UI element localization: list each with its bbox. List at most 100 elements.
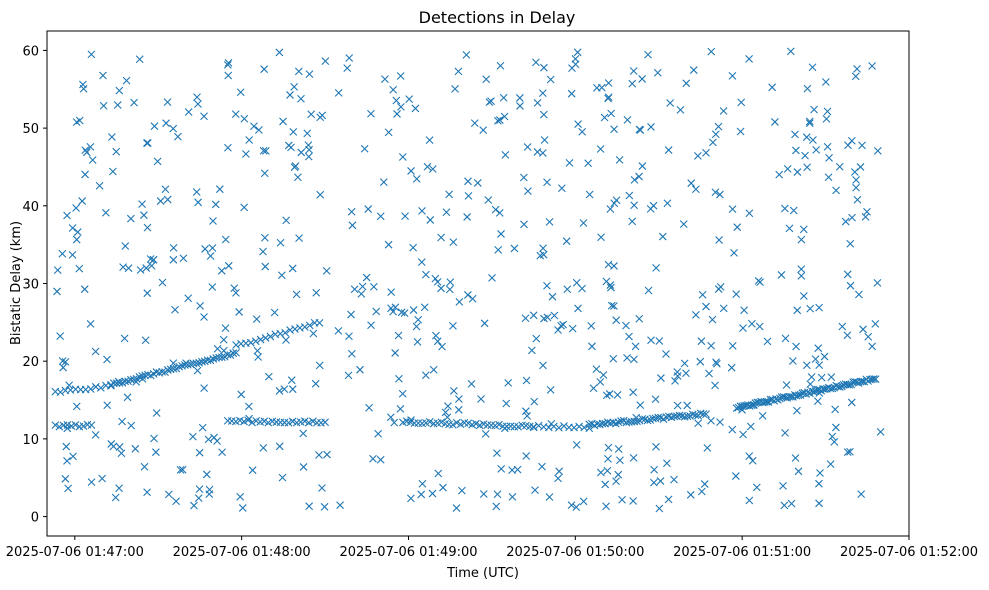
data-point	[775, 170, 784, 179]
data-point	[193, 366, 202, 375]
data-point	[502, 399, 511, 408]
data-point	[614, 445, 623, 453]
data-point	[487, 97, 495, 106]
data-point	[309, 329, 318, 338]
data-point	[604, 93, 613, 102]
data-point	[823, 107, 832, 116]
data-point	[540, 63, 548, 72]
data-point	[300, 323, 309, 331]
data-point	[538, 89, 547, 97]
data-point	[123, 393, 132, 402]
data-point	[175, 362, 184, 371]
data-point	[78, 197, 87, 205]
data-point	[356, 365, 364, 374]
data-point	[864, 332, 873, 341]
data-point	[832, 186, 840, 195]
data-point	[248, 466, 257, 475]
data-point	[381, 75, 389, 84]
data-point	[426, 216, 435, 224]
data-point	[99, 101, 108, 110]
data-point	[276, 329, 285, 338]
data-point	[62, 442, 71, 451]
data-point	[391, 303, 400, 312]
data-point	[845, 380, 854, 389]
data-point	[418, 206, 426, 215]
data-point	[707, 416, 715, 425]
y-axis: 0 10 20 30 40 50 60	[22, 44, 47, 526]
data-point	[143, 139, 152, 147]
data-point	[161, 185, 170, 194]
data-point	[193, 93, 201, 102]
data-point	[259, 247, 267, 256]
data-point	[58, 357, 67, 365]
data-point	[615, 155, 624, 164]
data-point	[803, 163, 812, 172]
data-point	[806, 380, 815, 389]
data-point	[259, 443, 268, 452]
x-tick-label: 2025-07-06 01:47:00	[6, 545, 144, 560]
data-point	[184, 294, 193, 303]
data-point	[260, 169, 269, 178]
data-point	[75, 264, 84, 273]
data-point	[150, 434, 158, 443]
data-point	[260, 65, 269, 74]
data-point	[398, 389, 407, 398]
data-point	[407, 494, 415, 503]
data-point	[299, 463, 308, 471]
data-point	[705, 369, 713, 378]
data-point	[799, 225, 808, 234]
data-point	[261, 262, 270, 271]
data-point	[316, 113, 325, 122]
data-point	[806, 304, 815, 313]
y-tick-label: 20	[22, 355, 39, 370]
data-point	[420, 303, 429, 312]
data-point	[347, 349, 356, 358]
data-point	[828, 384, 837, 393]
data-point	[126, 214, 135, 223]
data-point	[200, 112, 208, 121]
data-point	[454, 67, 463, 76]
data-point	[240, 203, 249, 212]
data-point	[606, 205, 615, 213]
data-point	[711, 188, 720, 197]
data-point	[194, 198, 203, 207]
data-point	[369, 282, 378, 291]
data-point	[236, 492, 245, 501]
data-point	[248, 418, 256, 427]
data-point	[572, 440, 581, 449]
data-point	[169, 364, 178, 373]
data-point	[664, 146, 673, 154]
data-point	[493, 490, 502, 499]
data-point	[143, 488, 151, 497]
data-point	[266, 332, 275, 341]
data-point	[644, 50, 652, 59]
data-point	[522, 376, 531, 385]
data-point	[113, 101, 122, 109]
data-point	[58, 249, 67, 258]
data-point	[200, 384, 209, 392]
data-point	[304, 152, 313, 161]
data-point	[72, 235, 81, 244]
data-point	[156, 197, 165, 205]
data-point	[545, 217, 554, 226]
data-point	[63, 211, 71, 220]
data-point	[771, 118, 779, 126]
data-point	[398, 153, 407, 161]
data-point	[140, 462, 149, 471]
data-point	[429, 365, 438, 374]
data-point	[78, 80, 87, 89]
data-point	[449, 420, 457, 429]
data-point	[464, 177, 472, 186]
data-point	[334, 326, 343, 335]
data-point	[418, 479, 427, 488]
data-point	[316, 190, 325, 199]
data-point	[828, 432, 837, 441]
data-point	[290, 82, 299, 91]
data-point	[712, 359, 721, 368]
data-point	[602, 502, 610, 511]
data-point	[523, 143, 532, 151]
data-point	[224, 58, 233, 67]
data-point	[699, 410, 708, 418]
data-point	[421, 270, 430, 279]
data-point	[395, 374, 403, 383]
